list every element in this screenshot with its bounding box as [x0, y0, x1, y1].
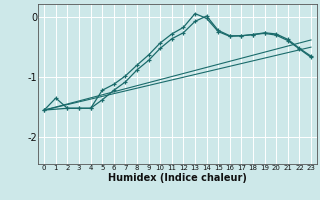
X-axis label: Humidex (Indice chaleur): Humidex (Indice chaleur)	[108, 173, 247, 183]
